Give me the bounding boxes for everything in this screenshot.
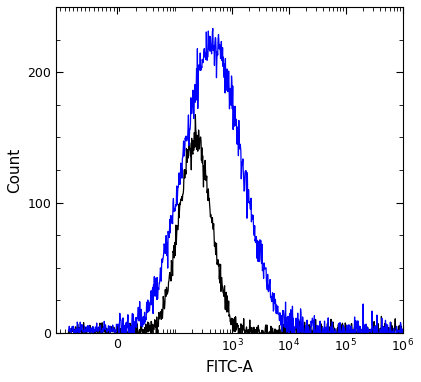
- X-axis label: FITC-A: FITC-A: [205, 360, 253, 375]
- Y-axis label: Count: Count: [7, 147, 22, 193]
